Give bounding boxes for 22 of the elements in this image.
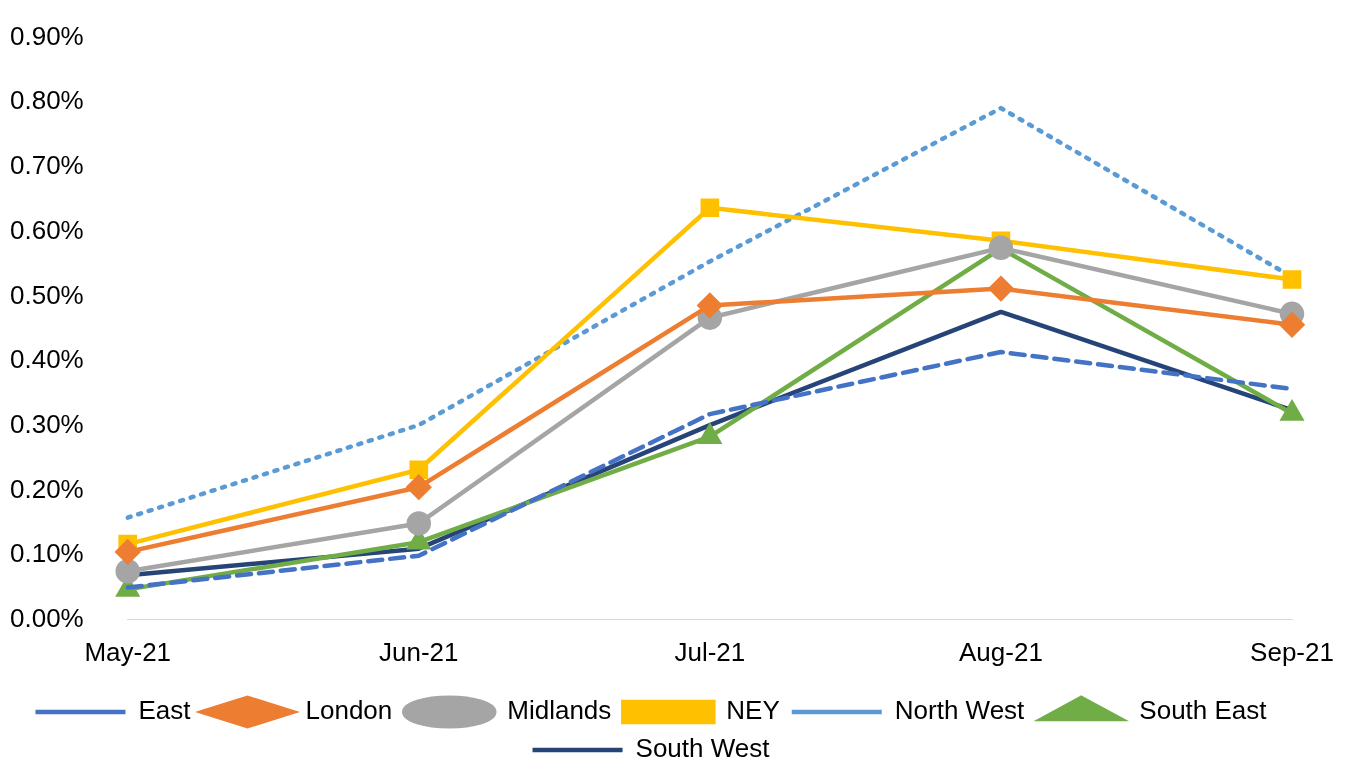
legend-label: South East xyxy=(1139,695,1268,726)
y-tick-label: 0.50% xyxy=(10,279,84,310)
y-tick-label: 0.20% xyxy=(10,473,84,504)
x-tick-label: May-21 xyxy=(84,636,172,667)
y-tick-label: 0.60% xyxy=(10,214,84,245)
y-tick-label: 0.80% xyxy=(10,85,84,116)
legend-label: South West xyxy=(635,733,771,764)
legend-label: NEY xyxy=(726,695,780,726)
legend-label: London xyxy=(305,695,393,726)
y-tick-label: 0.70% xyxy=(10,150,84,181)
legend-label: Midlands xyxy=(507,695,612,726)
x-tick-label: Sep-21 xyxy=(1250,636,1334,667)
y-tick-label: 0.90% xyxy=(10,20,84,51)
x-tick-label: Jul-21 xyxy=(674,636,746,667)
y-tick-label: 0.10% xyxy=(10,538,84,569)
legend-label: East xyxy=(138,695,192,726)
y-tick-label: 0.00% xyxy=(10,602,84,633)
y-tick-label: 0.30% xyxy=(10,408,84,439)
x-tick-label: Jun-21 xyxy=(379,636,459,667)
y-tick-label: 0.40% xyxy=(10,344,84,375)
x-tick-label: Aug-21 xyxy=(959,636,1043,667)
legend-label: North West xyxy=(894,695,1026,726)
